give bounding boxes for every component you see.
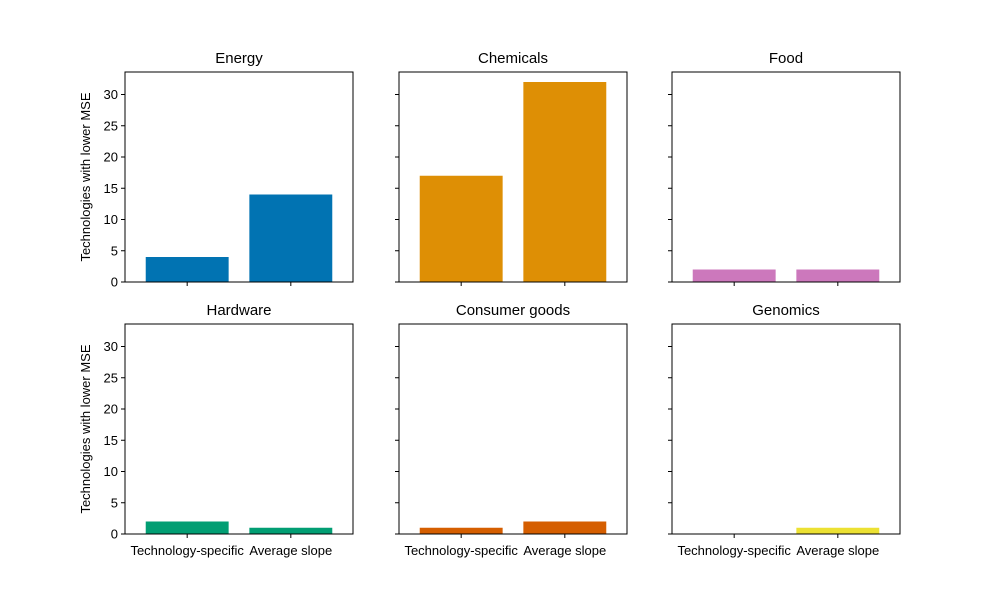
bar-1-0: [419, 175, 503, 282]
bar-2-1: [796, 269, 880, 282]
axes-frame-5: [671, 323, 901, 535]
bar-1-1: [523, 82, 607, 282]
panel-title-5: Genomics: [752, 302, 820, 319]
y-axis-label-1: Technologies with lower MSE: [78, 344, 93, 513]
axes-frame-0: [124, 71, 354, 283]
y-tick-label-0-0: 0: [111, 275, 118, 290]
bar-3-0: [145, 521, 229, 534]
y-tick-label-3-5: 25: [104, 370, 118, 385]
y-axis-label-0: Technologies with lower MSE: [78, 92, 93, 261]
y-tick-label-0-2: 10: [104, 212, 118, 227]
panel-title-1: Chemicals: [478, 50, 548, 67]
axes-frame-3: [124, 323, 354, 535]
y-tick-label-3-2: 10: [104, 464, 118, 479]
bar-5-1: [796, 527, 880, 534]
x-tick-label-5-0: Technology-specific: [677, 543, 791, 558]
y-tick-label-0-6: 30: [104, 87, 118, 102]
bar-3-1: [249, 527, 333, 534]
y-tick-label-0-5: 25: [104, 118, 118, 133]
axes-frame-1: [398, 71, 628, 283]
y-tick-label-0-3: 15: [104, 181, 118, 196]
y-tick-label-0-4: 20: [104, 150, 118, 165]
y-tick-label-3-6: 30: [104, 339, 118, 354]
y-tick-label-0-1: 5: [111, 243, 118, 258]
panel-title-0: Energy: [215, 50, 263, 67]
y-tick-label-3-4: 20: [104, 402, 118, 417]
x-tick-label-3-1: Average slope: [249, 543, 332, 558]
y-tick-label-3-1: 5: [111, 495, 118, 510]
bar-0-1: [249, 194, 333, 282]
panel-title-2: Food: [769, 50, 803, 67]
y-tick-label-3-0: 0: [111, 527, 118, 542]
axes-frame-2: [671, 71, 901, 283]
y-tick-label-3-3: 15: [104, 433, 118, 448]
bar-0-0: [145, 257, 229, 282]
x-tick-label-4-0: Technology-specific: [404, 543, 518, 558]
bar-2-0: [692, 269, 776, 282]
panel-title-3: Hardware: [206, 302, 271, 319]
x-tick-label-5-1: Average slope: [796, 543, 879, 558]
bar-4-0: [419, 527, 503, 534]
panel-title-4: Consumer goods: [456, 302, 570, 319]
bar-4-1: [523, 521, 607, 534]
axes-frame-4: [398, 323, 628, 535]
x-tick-label-4-1: Average slope: [523, 543, 606, 558]
x-tick-label-3-0: Technology-specific: [130, 543, 244, 558]
